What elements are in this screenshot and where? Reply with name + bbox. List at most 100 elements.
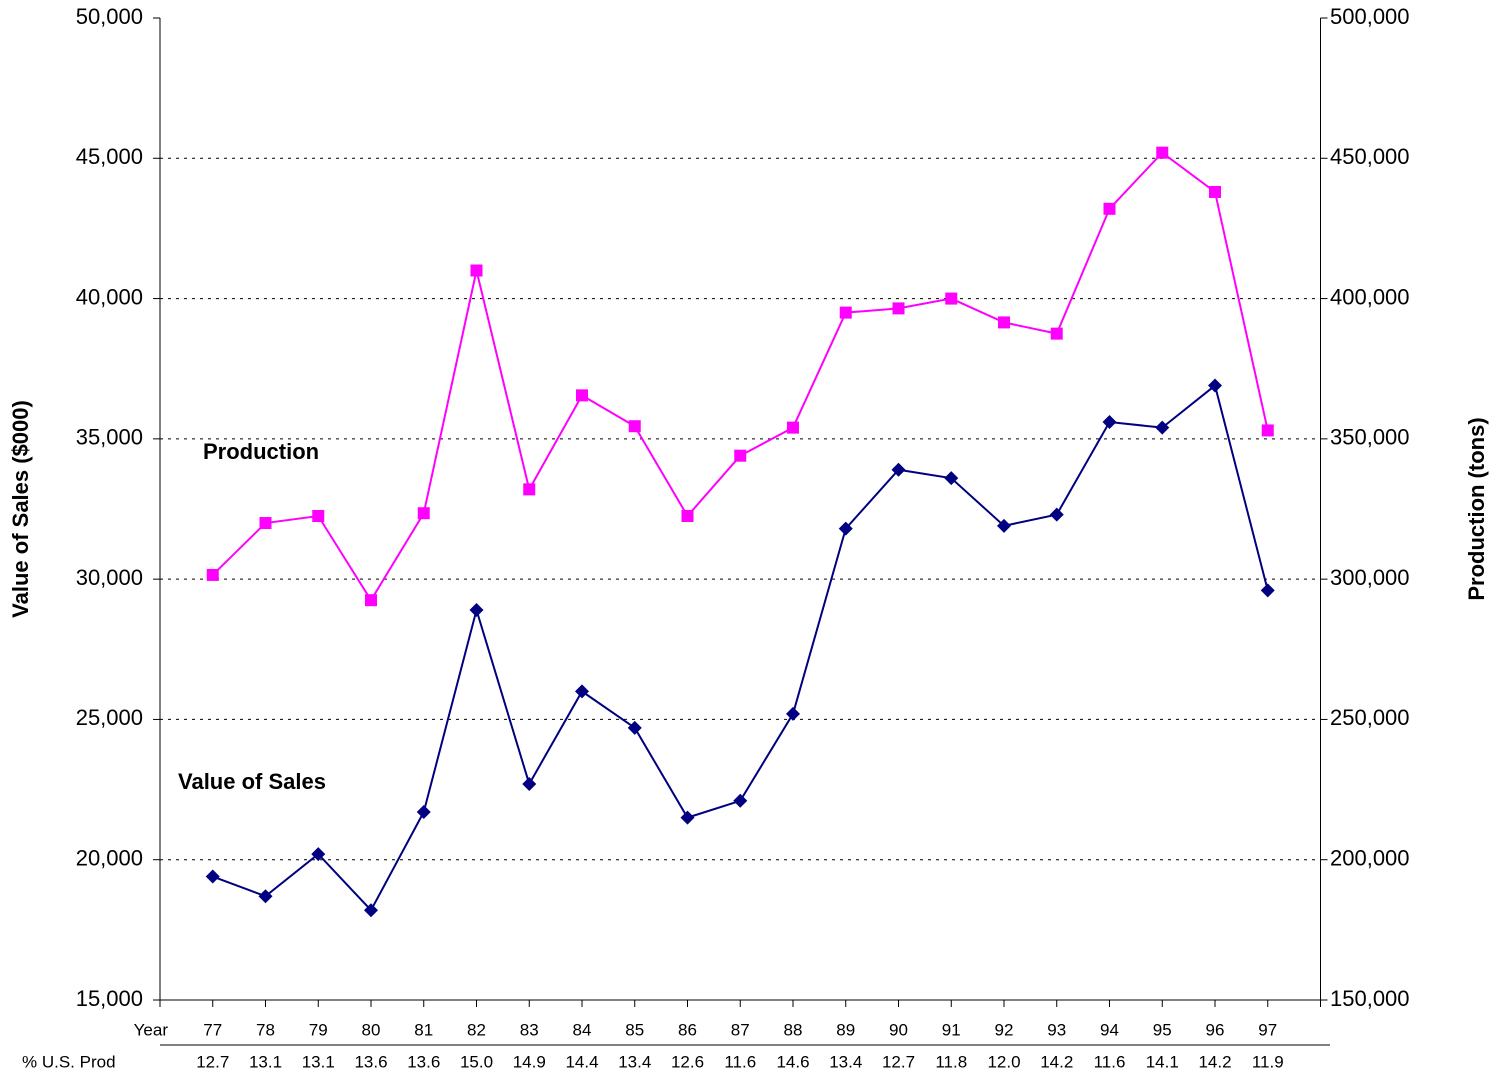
x-tick-label: 95 bbox=[1153, 1020, 1172, 1039]
y-axis-title: Value of Sales ($000) bbox=[8, 400, 33, 618]
x-tick-label: 94 bbox=[1100, 1020, 1119, 1039]
marker bbox=[1050, 327, 1063, 340]
marker bbox=[1261, 424, 1274, 437]
x-tick-label: 82 bbox=[467, 1020, 486, 1039]
share-label: 12.6 bbox=[671, 1052, 704, 1071]
share-label: 11.8 bbox=[935, 1052, 967, 1071]
marker bbox=[997, 518, 1011, 533]
marker bbox=[364, 903, 378, 918]
x-tick-label: 86 bbox=[678, 1020, 697, 1039]
marker bbox=[838, 521, 853, 536]
marker bbox=[733, 793, 748, 808]
marker bbox=[1208, 378, 1222, 393]
y2-tick-label: 450,000 bbox=[1330, 144, 1410, 169]
series-annotation: Production bbox=[203, 439, 319, 464]
marker bbox=[470, 264, 483, 277]
y2-tick-label: 300,000 bbox=[1330, 565, 1410, 590]
marker bbox=[312, 510, 325, 523]
marker bbox=[1156, 146, 1169, 159]
x-tick-label: 78 bbox=[256, 1020, 275, 1039]
marker bbox=[259, 517, 272, 530]
y-tick-label: 15,000 bbox=[76, 986, 143, 1011]
share-label: 13.6 bbox=[354, 1052, 387, 1071]
y2-axis-title: Production (tons) bbox=[1464, 417, 1489, 600]
series-annotation: Value of Sales bbox=[178, 769, 326, 794]
x-tick-label: 97 bbox=[1258, 1020, 1277, 1039]
series-line bbox=[212, 151, 1269, 603]
x-tick-label: 87 bbox=[731, 1020, 750, 1039]
marker bbox=[1155, 420, 1170, 435]
share-label: 14.2 bbox=[1040, 1052, 1073, 1071]
marker bbox=[787, 421, 799, 434]
marker bbox=[311, 847, 326, 862]
y-tick-label: 25,000 bbox=[76, 705, 143, 730]
x-tick-label: 81 bbox=[414, 1020, 433, 1039]
y-tick-label: 50,000 bbox=[76, 4, 143, 29]
marker bbox=[417, 507, 430, 520]
marker bbox=[786, 706, 800, 721]
marker bbox=[891, 462, 906, 477]
share-label: 12.7 bbox=[882, 1052, 915, 1071]
marker bbox=[205, 869, 220, 884]
x-tick-label: 80 bbox=[362, 1020, 381, 1039]
x-tick-label: 88 bbox=[784, 1020, 803, 1039]
y2-tick-label: 150,000 bbox=[1330, 986, 1410, 1011]
x-tick-label: 93 bbox=[1047, 1020, 1066, 1039]
y-tick-label: 30,000 bbox=[76, 565, 143, 590]
share-label: 13.1 bbox=[249, 1052, 282, 1071]
y2-tick-label: 200,000 bbox=[1330, 846, 1410, 871]
marker bbox=[1260, 583, 1275, 598]
marker bbox=[944, 471, 959, 486]
share-label: 13.6 bbox=[407, 1052, 440, 1071]
y-tick-label: 20,000 bbox=[76, 846, 143, 871]
x-tick-label: 77 bbox=[203, 1020, 222, 1039]
x-tick-label: 83 bbox=[520, 1020, 539, 1039]
series-line bbox=[212, 383, 1269, 912]
marker bbox=[734, 449, 747, 462]
x-tick-label: 84 bbox=[573, 1020, 592, 1039]
y2-tick-label: 350,000 bbox=[1330, 425, 1410, 450]
marker bbox=[839, 306, 852, 319]
x-tick-label: 89 bbox=[836, 1020, 855, 1039]
x-tick-label: 85 bbox=[625, 1020, 644, 1039]
marker bbox=[523, 483, 536, 496]
share-label: 14.4 bbox=[565, 1052, 598, 1071]
marker bbox=[892, 302, 905, 315]
y2-tick-label: 500,000 bbox=[1330, 4, 1410, 29]
share-label: 11.6 bbox=[724, 1052, 756, 1071]
marker bbox=[365, 594, 377, 607]
y2-tick-label: 400,000 bbox=[1330, 284, 1410, 309]
y-tick-label: 40,000 bbox=[76, 284, 143, 309]
marker bbox=[1209, 185, 1221, 198]
y-tick-label: 35,000 bbox=[76, 425, 143, 450]
x-tick-label: 91 bbox=[942, 1020, 961, 1039]
share-label: 13.4 bbox=[618, 1052, 651, 1071]
marker bbox=[575, 684, 589, 699]
marker bbox=[416, 805, 431, 820]
row-label: % U.S. Prod bbox=[22, 1052, 116, 1071]
share-label: 14.1 bbox=[1146, 1052, 1179, 1071]
marker bbox=[680, 810, 695, 825]
y-tick-label: 45,000 bbox=[76, 144, 143, 169]
marker bbox=[628, 420, 641, 433]
marker bbox=[681, 510, 694, 523]
marker bbox=[1103, 202, 1116, 215]
y2-tick-label: 250,000 bbox=[1330, 705, 1410, 730]
share-label: 15.0 bbox=[460, 1052, 493, 1071]
share-label: 14.2 bbox=[1198, 1052, 1231, 1071]
marker bbox=[1102, 415, 1117, 430]
x-tick-label: 90 bbox=[889, 1020, 908, 1039]
marker bbox=[627, 720, 642, 735]
marker bbox=[258, 889, 273, 904]
share-label: 13.1 bbox=[302, 1052, 335, 1071]
share-label: 12.0 bbox=[987, 1052, 1020, 1071]
x-tick-label: 79 bbox=[309, 1020, 328, 1039]
share-label: 11.6 bbox=[1094, 1052, 1126, 1071]
marker bbox=[522, 776, 537, 791]
marker bbox=[206, 568, 219, 581]
share-label: 14.9 bbox=[513, 1052, 546, 1071]
marker bbox=[576, 389, 588, 402]
marker bbox=[998, 316, 1010, 329]
share-label: 12.7 bbox=[196, 1052, 229, 1071]
